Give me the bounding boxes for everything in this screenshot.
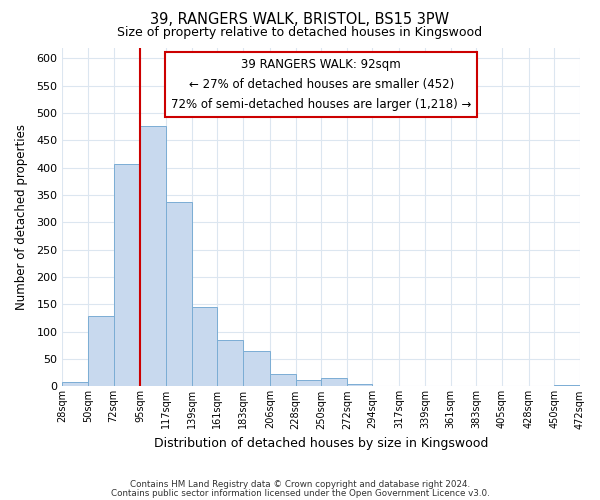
Bar	[296, 380, 321, 386]
Text: Contains public sector information licensed under the Open Government Licence v3: Contains public sector information licen…	[110, 488, 490, 498]
Bar	[347, 384, 373, 386]
Bar	[140, 126, 166, 386]
Bar	[88, 316, 113, 386]
Bar	[243, 351, 270, 386]
X-axis label: Distribution of detached houses by size in Kingswood: Distribution of detached houses by size …	[154, 437, 488, 450]
Bar	[113, 164, 140, 386]
Text: Size of property relative to detached houses in Kingswood: Size of property relative to detached ho…	[118, 26, 482, 39]
Text: Contains HM Land Registry data © Crown copyright and database right 2024.: Contains HM Land Registry data © Crown c…	[130, 480, 470, 489]
Bar	[62, 382, 88, 386]
Bar	[321, 378, 347, 386]
Y-axis label: Number of detached properties: Number of detached properties	[15, 124, 28, 310]
Bar	[192, 306, 217, 386]
Bar	[217, 340, 243, 386]
Bar	[166, 202, 192, 386]
Text: 39 RANGERS WALK: 92sqm
← 27% of detached houses are smaller (452)
72% of semi-de: 39 RANGERS WALK: 92sqm ← 27% of detached…	[171, 58, 472, 110]
Text: 39, RANGERS WALK, BRISTOL, BS15 3PW: 39, RANGERS WALK, BRISTOL, BS15 3PW	[151, 12, 449, 28]
Bar	[270, 374, 296, 386]
